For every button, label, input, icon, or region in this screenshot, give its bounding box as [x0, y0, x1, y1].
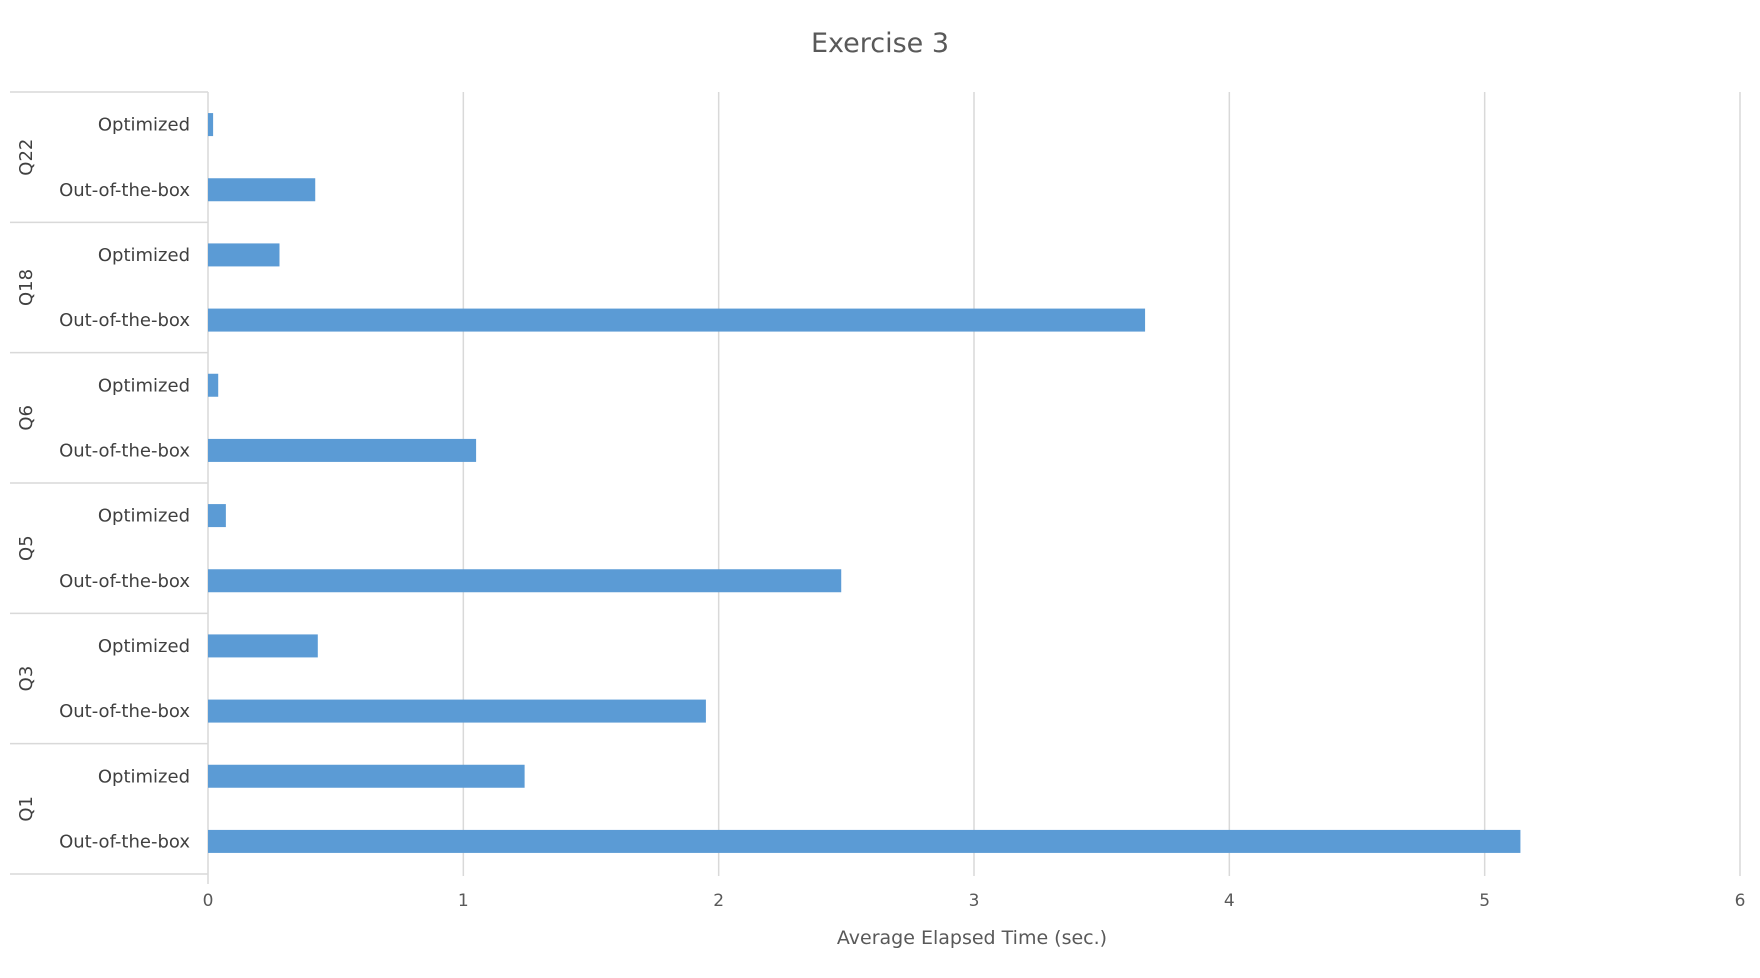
group-label: Q18 — [16, 269, 37, 306]
group-label: Q1 — [16, 796, 37, 822]
category-label: Optimized — [98, 636, 190, 657]
x-tick-label: 3 — [969, 891, 980, 911]
category-label: Out-of-the-box — [59, 180, 190, 201]
axes — [10, 91, 209, 884]
x-tick-label: 4 — [1224, 891, 1235, 911]
x-tick-label: 2 — [713, 891, 724, 911]
bar — [208, 829, 1521, 853]
gridlines — [462, 92, 1741, 876]
bar — [208, 438, 477, 462]
category-label: Out-of-the-box — [59, 440, 190, 461]
category-label: Out-of-the-box — [59, 831, 190, 852]
bar — [208, 308, 1146, 332]
group-label: Q6 — [16, 405, 37, 431]
bar — [208, 634, 318, 658]
x-tick-label: 6 — [1735, 891, 1746, 911]
bar — [208, 699, 706, 723]
bar — [208, 113, 214, 137]
category-label: Optimized — [98, 245, 190, 266]
bar — [208, 243, 280, 267]
group-label: Q22 — [16, 139, 37, 176]
category-label: Optimized — [98, 115, 190, 136]
category-label: Optimized — [98, 766, 190, 787]
group-label: Q5 — [16, 535, 37, 561]
bar — [208, 569, 842, 593]
category-label: Out-of-the-box — [59, 701, 190, 722]
x-axis-title: Average Elapsed Time (sec.) — [837, 927, 1107, 949]
category-label: Optimized — [98, 506, 190, 527]
bar — [208, 764, 525, 788]
bar — [208, 373, 219, 397]
x-tick-label: 5 — [1479, 891, 1490, 911]
category-label: Out-of-the-box — [59, 310, 190, 331]
category-label: Out-of-the-box — [59, 571, 190, 592]
category-label: Optimized — [98, 375, 190, 396]
x-tick-labels: 0 1 2 3 4 5 6 — [203, 891, 1746, 911]
category-labels: Q22 Optimized Out-of-the-box Q18 Optimized Ou… — [16, 115, 190, 853]
bar — [208, 504, 226, 528]
chart-title: Exercise 3 — [811, 28, 949, 59]
x-tick-label: 1 — [458, 891, 469, 911]
bar — [208, 178, 316, 202]
x-tick-label: 0 — [203, 891, 214, 911]
group-label: Q3 — [16, 666, 37, 692]
bars — [208, 113, 1521, 853]
